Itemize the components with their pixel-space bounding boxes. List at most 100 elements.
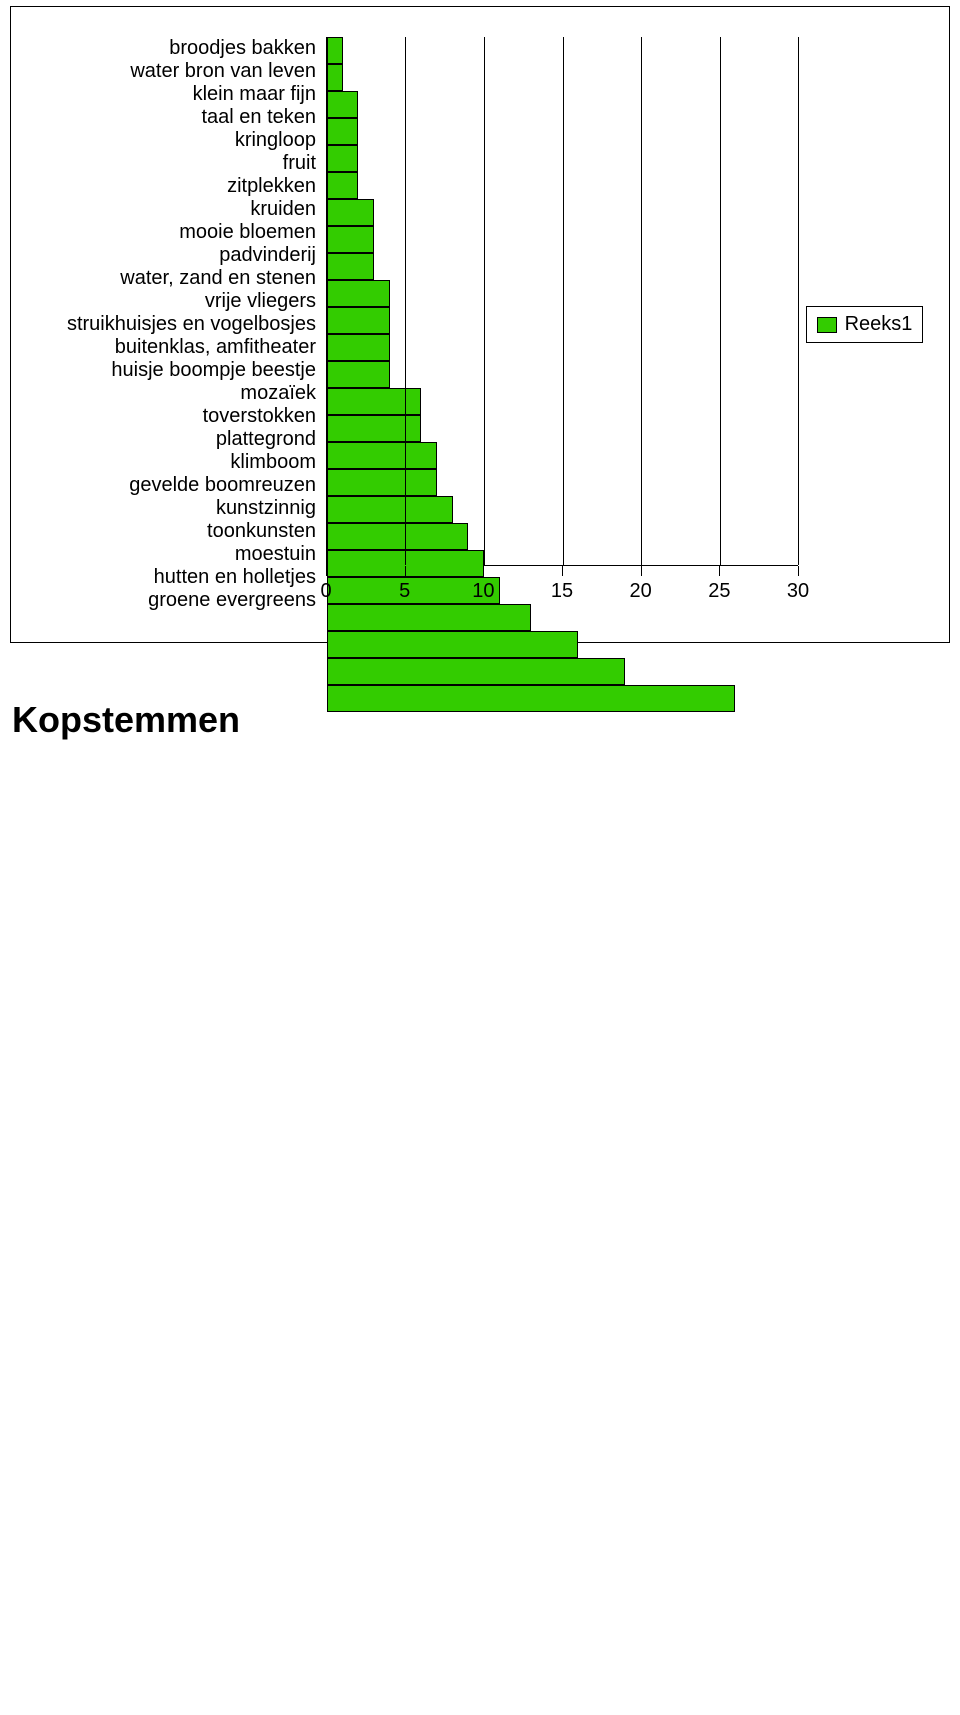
x-axis-tick [641, 566, 642, 576]
legend-box: Reeks1 [806, 306, 924, 343]
y-axis-label: struikhuisjes en vogelbosjes [21, 313, 326, 336]
bar [327, 280, 390, 307]
x-axis-tick [326, 566, 327, 576]
y-axis-label-text: kringloop [235, 129, 316, 152]
y-axis-label-text: gevelde boomreuzen [129, 474, 316, 497]
x-axis-tick [798, 566, 799, 576]
gridline [563, 37, 564, 565]
y-axis-label: water, zand en stenen [21, 267, 326, 290]
y-axis-label-text: kruiden [250, 198, 316, 221]
bar [327, 64, 343, 91]
y-axis-label: gevelde boomreuzen [21, 474, 326, 497]
y-axis-label-text: toonkunsten [207, 520, 316, 543]
bar [327, 307, 390, 334]
bar [327, 37, 343, 64]
y-axis-label: klimboom [21, 451, 326, 474]
y-axis-label-text: water bron van leven [130, 60, 316, 83]
bar [327, 685, 735, 712]
y-axis-label: mooie bloemen [21, 221, 326, 244]
bar [327, 199, 374, 226]
bar [327, 361, 390, 388]
bar [327, 145, 358, 172]
bar [327, 658, 625, 685]
y-axis-label-text: taal en teken [201, 106, 316, 129]
y-axis-label: broodjes bakken [21, 37, 326, 60]
bar-row [327, 685, 798, 712]
y-axis-label: taal en teken [21, 106, 326, 129]
bar-row [327, 631, 798, 658]
y-axis-label-text: struikhuisjes en vogelbosjes [67, 313, 316, 336]
y-axis-label-text: mooie bloemen [179, 221, 316, 244]
x-axis: 051015202530 [326, 566, 798, 612]
gridline [484, 37, 485, 565]
y-axis-label: kruiden [21, 198, 326, 221]
y-axis-label: groene evergreens [21, 589, 326, 612]
bar-row [327, 658, 798, 685]
y-axis-label-text: fruit [283, 152, 316, 175]
y-axis-label: vrije vliegers [21, 290, 326, 313]
bar [327, 334, 390, 361]
bar [327, 469, 437, 496]
y-axis-labels: broodjes bakkenwater bron van levenklein… [21, 37, 326, 612]
y-axis-label: water bron van leven [21, 60, 326, 83]
y-axis-label-text: water, zand en stenen [120, 267, 316, 290]
y-axis-label-text: buitenklas, amfitheater [115, 336, 316, 359]
y-axis-label: zitplekken [21, 175, 326, 198]
bar [327, 118, 358, 145]
y-axis-label-text: klein maar fijn [193, 83, 316, 106]
x-axis-tick [405, 566, 406, 576]
x-axis-tick-label: 15 [551, 580, 573, 603]
bar [327, 388, 421, 415]
y-axis-label: plattegrond [21, 428, 326, 451]
gridline [720, 37, 721, 565]
x-axis-tick-label: 5 [399, 580, 410, 603]
x-axis-tick-label: 20 [630, 580, 652, 603]
y-axis-label-text: padvinderij [219, 244, 316, 267]
bar [327, 91, 358, 118]
y-axis-label: toonkunsten [21, 520, 326, 543]
y-axis-label-text: klimboom [230, 451, 316, 474]
bar [327, 496, 453, 523]
gridline [798, 37, 799, 565]
bar [327, 226, 374, 253]
bar [327, 442, 437, 469]
x-axis-tick-label: 0 [320, 580, 331, 603]
legend-swatch [817, 317, 837, 333]
y-axis-label-text: moestuin [235, 543, 316, 566]
y-axis-label: mozaïek [21, 382, 326, 405]
bar [327, 415, 421, 442]
y-axis-label: fruit [21, 152, 326, 175]
y-axis-label-text: hutten en holletjes [154, 566, 316, 589]
y-axis-label-text: broodjes bakken [169, 37, 316, 60]
x-axis-tick-label: 10 [472, 580, 494, 603]
gridline [641, 37, 642, 565]
bar [327, 253, 374, 280]
x-axis-tick [483, 566, 484, 576]
y-axis-label-text: kunstzinnig [216, 497, 316, 520]
y-axis-label: buitenklas, amfitheater [21, 336, 326, 359]
bar [327, 631, 578, 658]
plot-wrap: 051015202530 [326, 37, 798, 612]
y-axis-label: kunstzinnig [21, 497, 326, 520]
y-axis-label-text: zitplekken [227, 175, 316, 198]
legend-label: Reeks1 [845, 313, 913, 336]
y-axis-label-text: groene evergreens [148, 589, 316, 612]
y-axis-label: padvinderij [21, 244, 326, 267]
y-axis-label: toverstokken [21, 405, 326, 428]
plot-area [326, 37, 798, 566]
y-axis-label: kringloop [21, 129, 326, 152]
y-axis-label-text: mozaïek [240, 382, 316, 405]
x-axis-tick-label: 30 [787, 580, 809, 603]
y-axis-label: moestuin [21, 543, 326, 566]
gridline [405, 37, 406, 565]
x-axis-tick-label: 25 [708, 580, 730, 603]
y-axis-label: hutten en holletjes [21, 566, 326, 589]
y-axis-label-text: vrije vliegers [205, 290, 316, 313]
bar [327, 172, 358, 199]
x-axis-tick [719, 566, 720, 576]
y-axis-label: klein maar fijn [21, 83, 326, 106]
chart-frame: broodjes bakkenwater bron van levenklein… [10, 6, 950, 643]
legend-area: Reeks1 [798, 37, 931, 612]
y-axis-label-text: huisje boompje beestje [111, 359, 316, 382]
y-axis-label-text: toverstokken [203, 405, 316, 428]
